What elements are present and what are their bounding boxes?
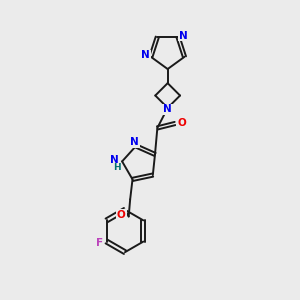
Text: N: N [130, 137, 139, 147]
Text: N: N [163, 104, 172, 114]
Text: F: F [96, 238, 103, 248]
Text: O: O [177, 118, 186, 128]
Text: H: H [114, 164, 121, 172]
Text: N: N [110, 155, 119, 165]
Text: N: N [141, 50, 150, 60]
Text: O: O [117, 210, 126, 220]
Text: N: N [179, 31, 188, 40]
